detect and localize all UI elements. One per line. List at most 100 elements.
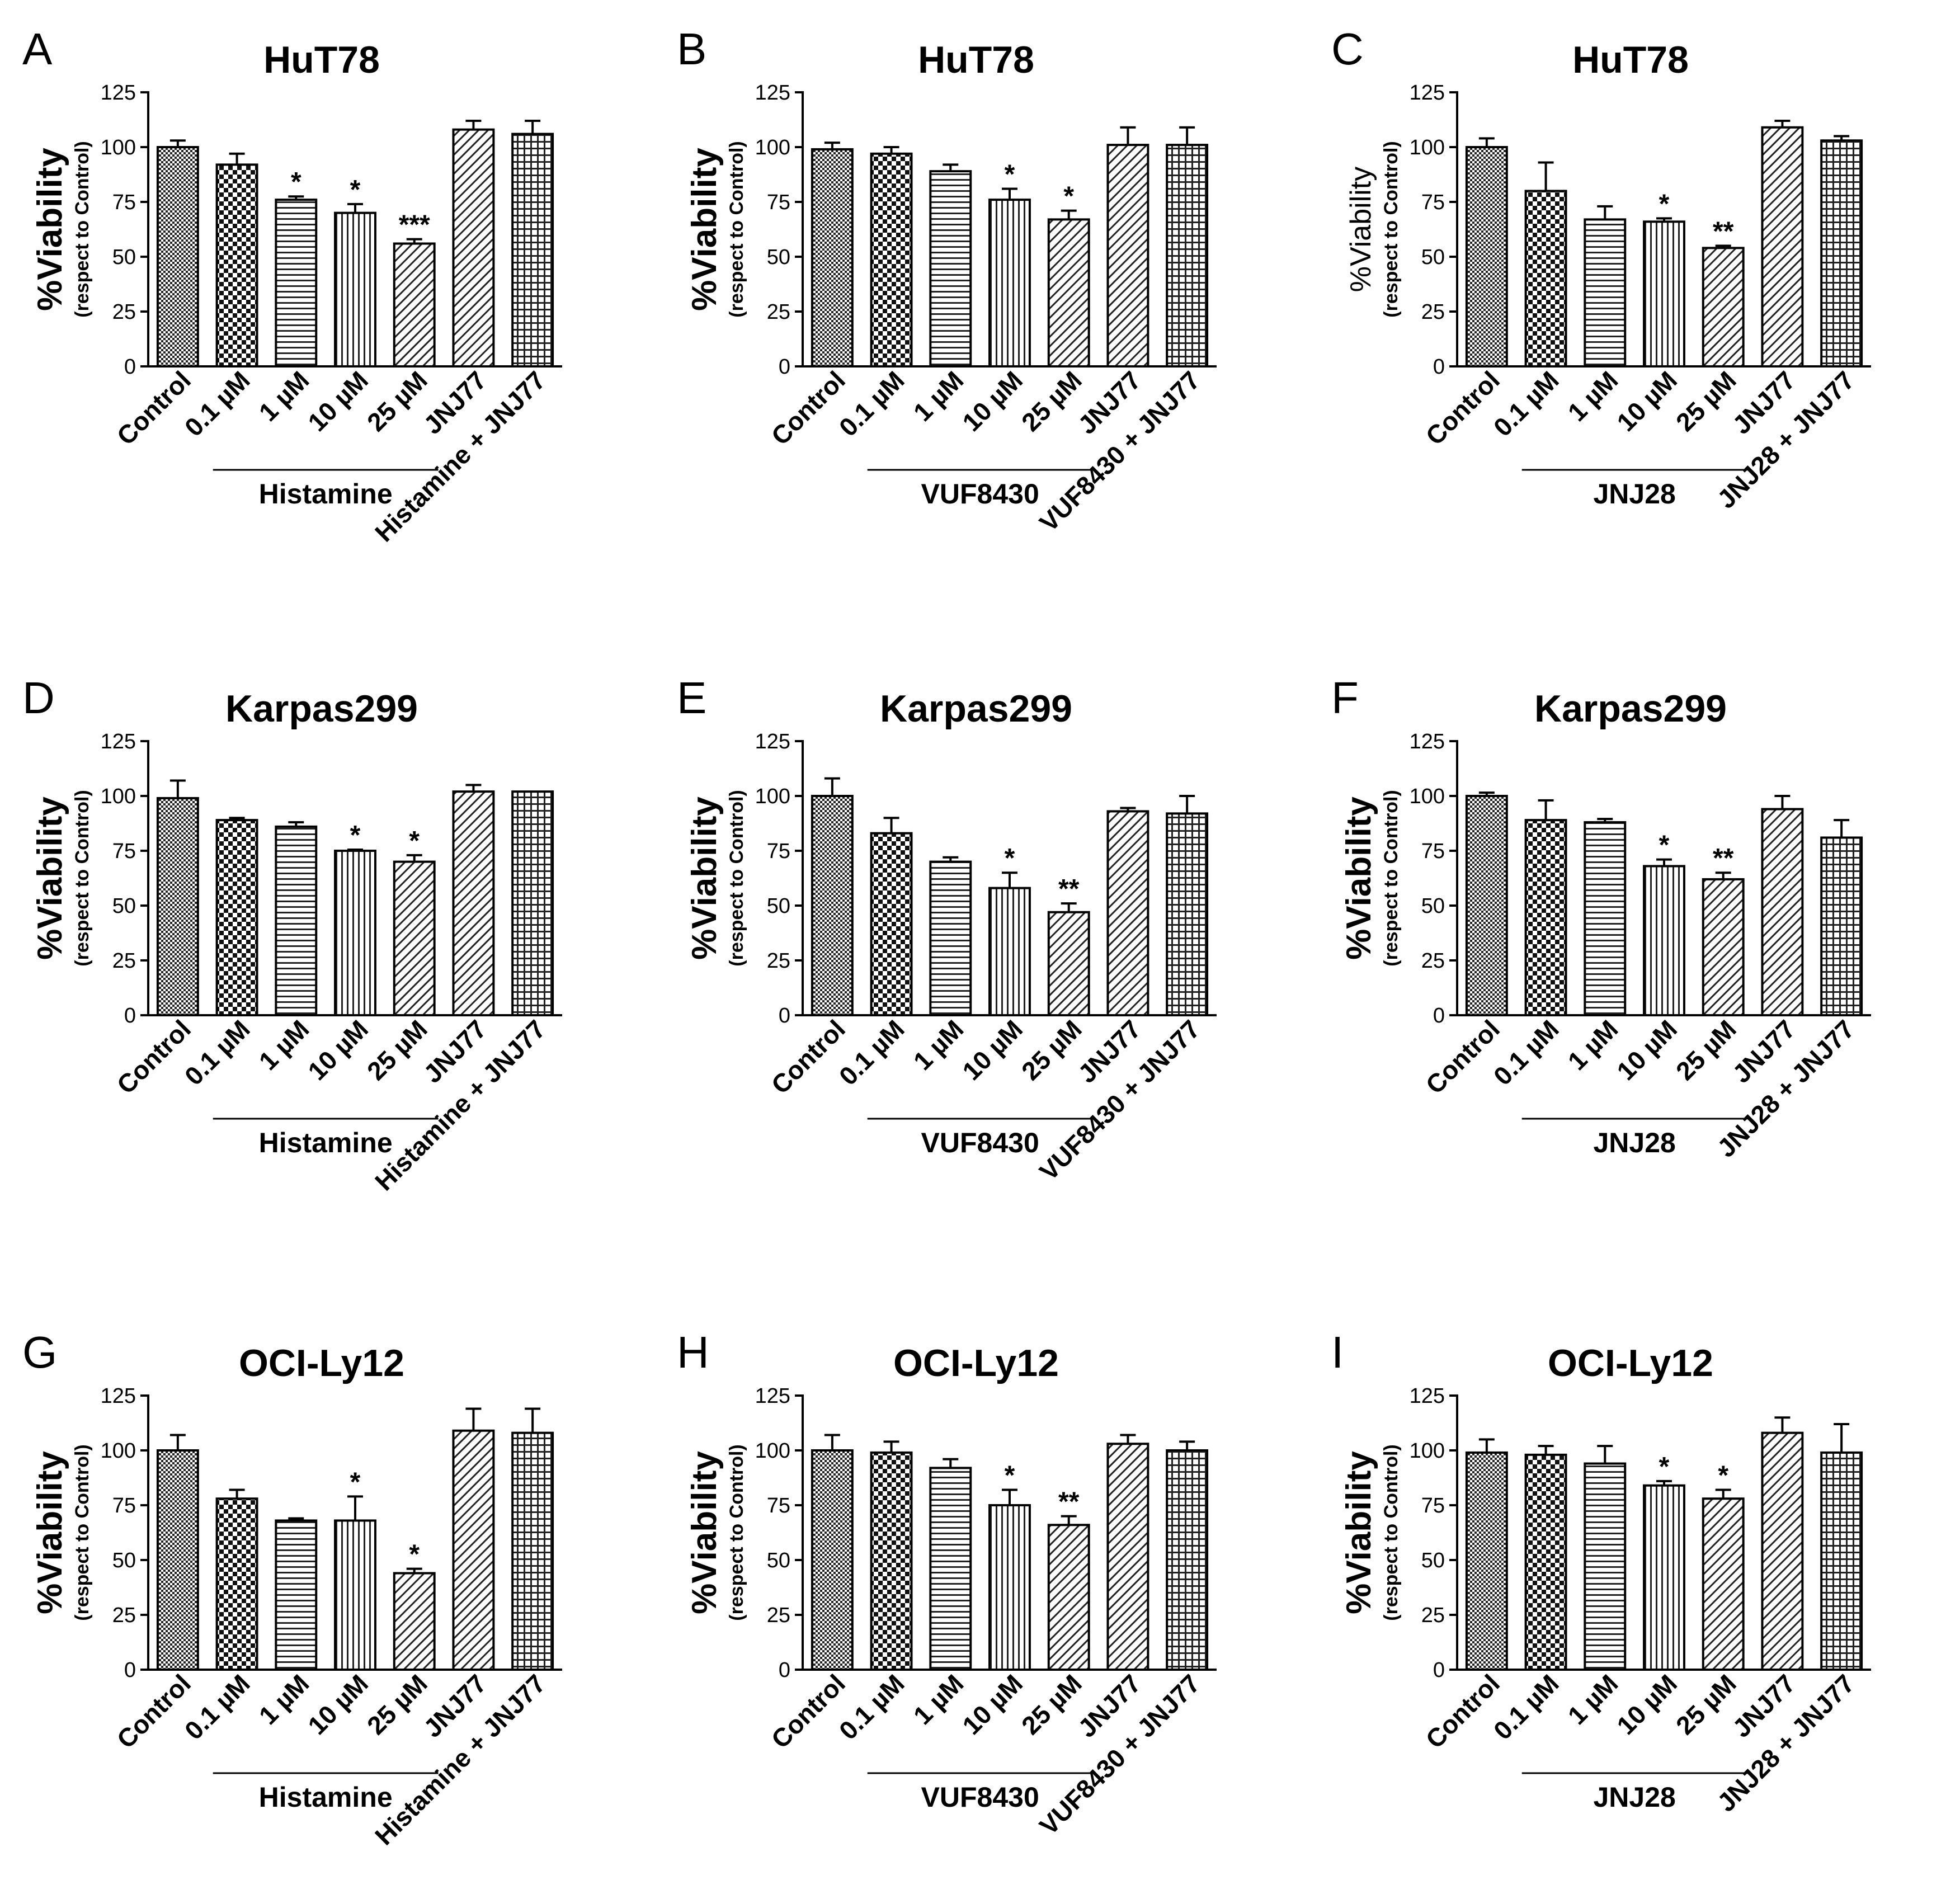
bar: [393, 1572, 436, 1671]
bar: [1106, 144, 1149, 367]
bar: [1702, 247, 1745, 367]
panel-i: I OCI-Ly12 %Viability (respect to Control) 0…: [1331, 1327, 1871, 1817]
bar: [1465, 1451, 1508, 1671]
y-tick-label: 75: [1421, 840, 1445, 863]
panel-title: Karpas299: [880, 687, 1072, 730]
panel-title: HuT78: [263, 39, 380, 81]
bar: [156, 797, 199, 1016]
panel-letter: F: [1331, 673, 1359, 723]
significance-marker: *: [350, 175, 361, 205]
bar: [1106, 1443, 1149, 1671]
bar: [1524, 819, 1567, 1016]
bar: [275, 1519, 318, 1671]
bar: [1047, 218, 1090, 367]
x-tick-label: 25 µM: [1016, 1014, 1087, 1086]
group-label: VUF8430: [921, 1127, 1039, 1158]
panel-title: HuT78: [918, 39, 1034, 81]
x-tick-label: 0.1 µM: [833, 1014, 910, 1091]
bar: [275, 199, 318, 367]
y-tick-label: 75: [1421, 191, 1445, 214]
significance-marker: *: [350, 1467, 361, 1497]
y-tick-label: 0: [1433, 355, 1445, 379]
y-tick-label: 0: [124, 1658, 136, 1682]
x-tick-label: 0.1 µM: [179, 1014, 256, 1091]
bar: [452, 1429, 495, 1671]
panel-b: B HuT78 %Viability (respect to Control) 0 25 5…: [677, 24, 1217, 537]
x-tick-label: 25 µM: [1670, 1669, 1742, 1740]
y-tick-label: 25: [1421, 1604, 1445, 1627]
y-tick-label: 75: [767, 840, 790, 863]
significance-marker: ***: [399, 210, 430, 240]
y-tick-label: 125: [755, 730, 790, 753]
x-tick-label: 25 µM: [1016, 1669, 1087, 1740]
y-tick-label: 25: [112, 300, 136, 324]
panel-f: F Karpas299 %Viability (respect to Control)…: [1331, 673, 1871, 1163]
y-axis-label: %Viability: [31, 1451, 69, 1614]
panel-title: HuT78: [1572, 39, 1689, 81]
group-label: Histamine: [259, 478, 393, 510]
y-tick-label: 100: [755, 136, 790, 159]
panel-letter: E: [677, 673, 706, 723]
y-tick-label: 0: [1433, 1004, 1445, 1028]
significance-marker: **: [1058, 874, 1080, 904]
y-axis-sublabel: (respect to Control): [1381, 790, 1402, 966]
bar: [393, 242, 436, 368]
y-axis-label: %Viability: [31, 148, 69, 311]
y-tick-label: 125: [755, 81, 790, 105]
bar: [1761, 1431, 1804, 1671]
bar: [870, 1451, 913, 1671]
bar: [215, 163, 258, 367]
x-tick-label: 0.1 µM: [1488, 1669, 1565, 1745]
panel-letter: H: [677, 1327, 709, 1377]
group-label: Histamine: [259, 1782, 393, 1813]
bar: [1820, 1451, 1863, 1671]
significance-marker: *: [1005, 1461, 1015, 1491]
panel-c: C HuT78 %Viability (respect to Control) 0 25 5…: [1331, 24, 1871, 514]
significance-marker: *: [350, 821, 361, 850]
y-tick-label: 100: [101, 1439, 136, 1463]
bar: [1047, 911, 1090, 1017]
bar: [988, 199, 1031, 367]
bar: [275, 825, 318, 1016]
bar: [1584, 821, 1627, 1016]
bar: [1643, 220, 1685, 367]
x-tick-label: 25 µM: [1670, 1014, 1742, 1086]
panel-letter: G: [22, 1327, 57, 1377]
bar: [215, 1497, 258, 1671]
y-axis-sublabel: (respect to Control): [72, 141, 93, 317]
y-axis-sublabel: (respect to Control): [72, 1444, 93, 1620]
bar: [452, 128, 495, 367]
bar: [1465, 795, 1508, 1016]
bar: [511, 790, 554, 1016]
x-tick-label: 10 µM: [957, 365, 1028, 437]
significance-marker: **: [1713, 844, 1734, 873]
x-tick-label: 25 µM: [361, 365, 433, 437]
bar: [1643, 1484, 1685, 1671]
significance-marker: *: [1659, 1452, 1670, 1482]
group-label: Histamine: [259, 1127, 393, 1158]
significance-marker: **: [1713, 216, 1734, 246]
bar: [393, 860, 436, 1016]
significance-marker: *: [1005, 159, 1015, 189]
x-tick-label: 10 µM: [302, 1669, 374, 1740]
significance-marker: **: [1058, 1487, 1080, 1517]
x-tick-label: 25 µM: [361, 1014, 433, 1086]
y-tick-label: 75: [767, 191, 790, 214]
y-tick-label: 75: [112, 191, 136, 214]
y-axis-label: %Viability: [31, 797, 69, 960]
y-tick-label: 100: [101, 136, 136, 159]
bar: [1166, 812, 1209, 1016]
y-tick-label: 25: [1421, 300, 1445, 324]
y-tick-label: 75: [112, 1494, 136, 1518]
group-label: VUF8430: [921, 1782, 1039, 1813]
bar: [870, 152, 913, 367]
group-label: JNJ28: [1593, 1782, 1675, 1813]
x-tick-label: 10 µM: [957, 1669, 1028, 1740]
y-tick-label: 125: [101, 730, 136, 753]
bar: [870, 832, 913, 1016]
x-tick-label: 25 µM: [1016, 365, 1087, 437]
significance-marker: *: [409, 826, 420, 856]
panel-d: D Karpas299 %Viability (respect to Control)…: [22, 673, 562, 1196]
panel-g: G OCI-Ly12 %Viability (respect to Control) 0…: [22, 1327, 562, 1850]
y-tick-label: 50: [767, 1549, 790, 1572]
